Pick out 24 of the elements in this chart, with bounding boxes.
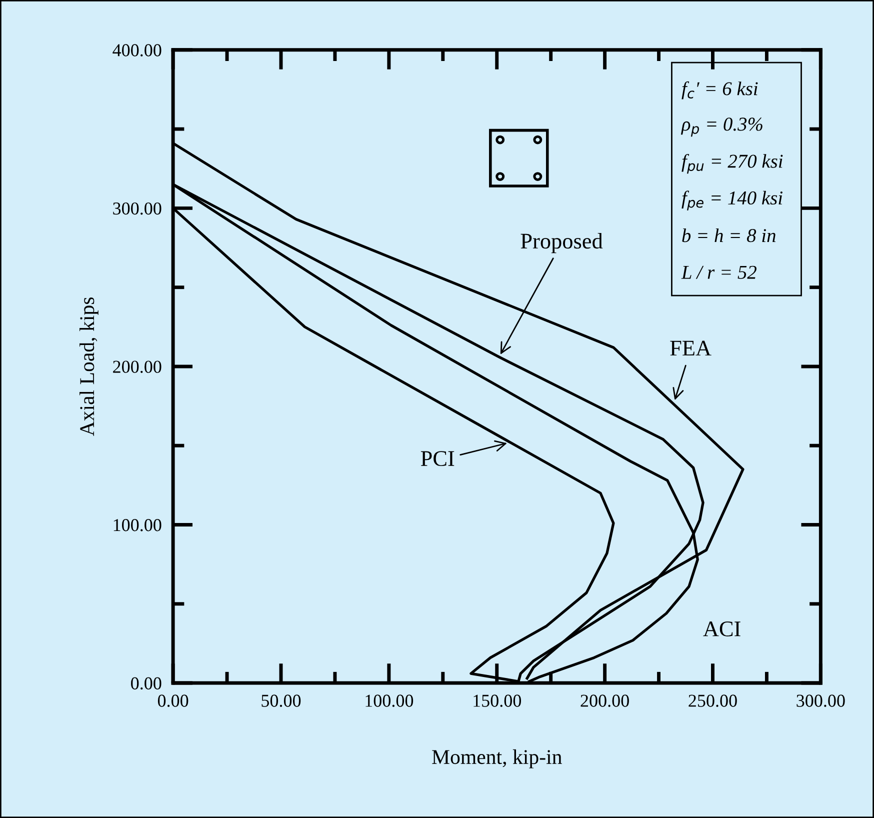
x-tick-label: 100.00 <box>366 694 414 707</box>
annotation: FEA <box>670 340 712 356</box>
y-tick-label: 0.00 <box>131 677 162 690</box>
x-tick-label: 50.00 <box>262 694 301 707</box>
annotation: L / r = 52 <box>681 266 756 279</box>
x-tick-label: 200.00 <box>580 694 629 707</box>
annotation: f$_{pu}$ = 270 ksi <box>682 154 783 174</box>
annotation: b = h = 8 in <box>682 228 776 242</box>
y-tick-label: 100.00 <box>114 519 162 532</box>
x-tick-label: 0.00 <box>158 694 188 707</box>
x-axis-title: Moment, kip-in <box>432 749 562 768</box>
y-tick-label: 300.00 <box>113 202 162 215</box>
y-tick-label: 400.00 <box>112 44 162 56</box>
annotation: PCI <box>420 451 454 466</box>
annotation: ρ$_{p}$ = 0.3% <box>680 118 762 137</box>
y-tick-label: 200.00 <box>113 360 162 373</box>
x-tick-label: 300.00 <box>796 694 845 707</box>
annotation: ACI <box>703 621 740 636</box>
y-axis-title: Axial Load, kips <box>80 297 98 436</box>
annotation: Proposed <box>520 233 603 254</box>
annotation: f$_{pe}$ = 140 ksi <box>682 190 782 210</box>
annotation: f$_{c}$′ = 6 ksi <box>682 81 758 100</box>
x-tick-label: 250.00 <box>688 694 737 707</box>
x-tick-label: 150.00 <box>474 694 522 707</box>
